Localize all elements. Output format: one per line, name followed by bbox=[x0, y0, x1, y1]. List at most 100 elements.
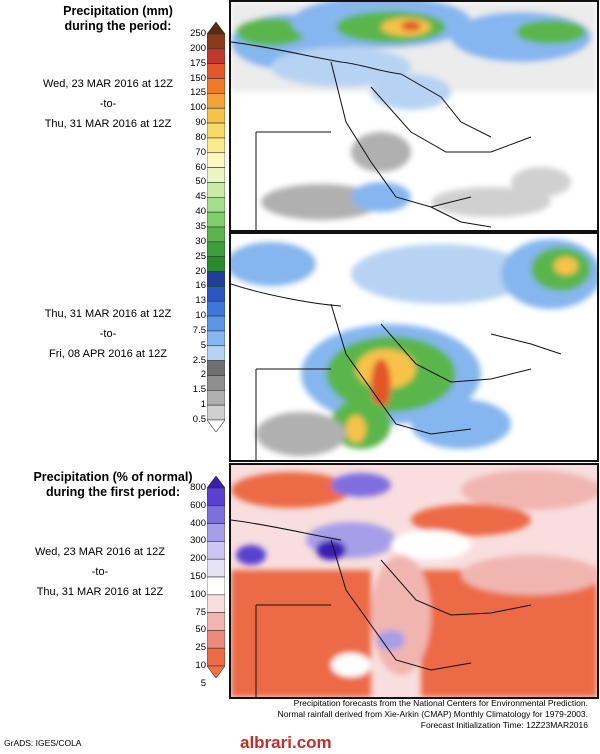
colorbar-tick-label: 45 bbox=[195, 191, 206, 203]
colorbar-swatch bbox=[207, 226, 225, 243]
colorbar-tick-label: 150 bbox=[190, 571, 206, 582]
colorbar-swatch bbox=[207, 271, 225, 287]
colorbar-tick-label: 25 bbox=[195, 642, 206, 654]
colorbar-swatch bbox=[207, 93, 225, 109]
colorbar-tick-label: 200 bbox=[190, 553, 206, 565]
colorbar-swatch bbox=[207, 360, 225, 376]
period1-end: Thu, 31 MAR 2016 at 12Z bbox=[44, 118, 172, 130]
colorbar-tick-label: 1.5 bbox=[192, 384, 206, 396]
colorbar-swatch bbox=[207, 594, 225, 613]
colorbar-tick-label: 600 bbox=[190, 499, 206, 511]
precip-map-period1 bbox=[229, 0, 599, 232]
colorbar-swatch bbox=[207, 612, 225, 631]
colorbar-tick-label: 13 bbox=[195, 295, 206, 307]
colorbar-swatch bbox=[207, 476, 225, 489]
colorbar-tick-label: 16 bbox=[195, 280, 206, 292]
period2-start: Thu, 31 MAR 2016 at 12Z bbox=[44, 308, 172, 320]
colorbar-tick-label: 80 bbox=[195, 131, 206, 143]
colorbar-swatch bbox=[207, 487, 225, 507]
colorbar-tick-label: 250 bbox=[190, 28, 206, 39]
precip-legend-title: Precipitation (mm) during the period: bbox=[38, 4, 198, 34]
colorbar-swatch bbox=[207, 211, 225, 228]
colorbar-tick-label: 50 bbox=[195, 624, 206, 636]
colorbar-tick-label: 70 bbox=[195, 146, 206, 158]
colorbar-swatch bbox=[207, 197, 225, 213]
colorbar-tick-label: 0.5 bbox=[192, 414, 206, 425]
pct-colorbar-labels: 800 600 400 300 200 150 100 75 50 25 10 5 bbox=[178, 476, 206, 689]
pct-legend-title-line1: Precipitation (% of normal) bbox=[33, 470, 193, 484]
colorbar-swatch bbox=[207, 122, 225, 139]
colorbar-tick-label: 7.5 bbox=[192, 324, 206, 336]
colorbar-tick-label: 20 bbox=[195, 265, 206, 277]
precip-map-period2-graphic bbox=[231, 239, 597, 460]
colorbar-swatch bbox=[207, 137, 225, 154]
precip-legend-title-line2: during the period: bbox=[64, 19, 172, 33]
precip-legend-title-line1: Precipitation (mm) bbox=[63, 4, 173, 18]
colorbar-swatch bbox=[207, 48, 225, 64]
colorbar-tick-label: 400 bbox=[190, 517, 206, 529]
colorbar-swatch bbox=[207, 63, 225, 79]
colorbar-swatch bbox=[207, 256, 225, 272]
colorbar-swatch bbox=[207, 286, 225, 302]
period1-sep: -to- bbox=[99, 98, 117, 110]
pct-normal-map-graphic bbox=[231, 465, 597, 697]
colorbar-tick-label: 800 bbox=[190, 482, 206, 493]
colorbar-tick-label: 100 bbox=[190, 102, 206, 114]
pct-legend-title-line2: during the first period: bbox=[45, 485, 181, 499]
period1-text: Wed, 23 MAR 2016 at 12Z -to- Thu, 31 MAR… bbox=[8, 78, 208, 130]
colorbar-tick-label: 150 bbox=[190, 72, 206, 84]
colorbar-swatch bbox=[207, 375, 225, 391]
colorbar-tick-label: 50 bbox=[195, 176, 206, 188]
precip-colorbar-labels: 250 200 175 150 125 100 90 80 70 60 50 45 40 35 30 25 20… bbox=[178, 22, 206, 432]
precip-map-period1-graphic bbox=[231, 2, 597, 230]
footer-line1: Precipitation forecasts from the Nationa… bbox=[293, 698, 588, 708]
period1-start: Wed, 23 MAR 2016 at 12Z bbox=[42, 78, 174, 90]
colorbar-swatch bbox=[207, 182, 225, 198]
colorbar-tick-label: 25 bbox=[195, 250, 206, 262]
colorbar-swatch bbox=[207, 390, 225, 406]
colorbar-swatch bbox=[207, 523, 225, 542]
colorbar-tick-label: 5 bbox=[200, 339, 206, 351]
colorbar-tick-label: 60 bbox=[195, 161, 206, 173]
watermark: albrari.com bbox=[240, 733, 332, 752]
colorbar-swatch bbox=[207, 300, 225, 317]
colorbar-swatch bbox=[207, 558, 225, 578]
period2-end: Fri, 08 APR 2016 at 12Z bbox=[48, 348, 167, 360]
colorbar-tick-label: 10 bbox=[195, 310, 206, 322]
colorbar-swatch bbox=[207, 505, 225, 524]
pct-colorbar bbox=[207, 476, 225, 678]
period3-sep: -to- bbox=[91, 566, 109, 578]
footer-notes: Precipitation forecasts from the Nationa… bbox=[230, 698, 588, 731]
period2-sep: -to- bbox=[99, 328, 117, 340]
colorbar-swatch bbox=[207, 630, 225, 649]
colorbar-swatch bbox=[207, 152, 225, 168]
period3-end: Thu, 31 MAR 2016 at 12Z bbox=[36, 586, 164, 598]
colorbar-swatch bbox=[207, 404, 225, 421]
colorbar-swatch bbox=[207, 345, 225, 361]
colorbar-tick-label: 30 bbox=[195, 235, 206, 247]
colorbar-swatch bbox=[207, 107, 225, 124]
colorbar-tick-label: 10 bbox=[195, 660, 206, 671]
colorbar-tick-label: 300 bbox=[190, 535, 206, 547]
grads-credit: GrADS: IGES/COLA bbox=[4, 738, 82, 748]
colorbar-tick-label: 1 bbox=[200, 399, 206, 411]
colorbar-swatch bbox=[207, 576, 225, 596]
pct-normal-map bbox=[229, 463, 599, 699]
colorbar-swatch bbox=[207, 541, 225, 560]
colorbar-tick-label: 5 bbox=[200, 677, 206, 689]
precip-colorbar bbox=[207, 22, 225, 432]
period2-text: Thu, 31 MAR 2016 at 12Z -to- Fri, 08 APR… bbox=[8, 308, 208, 360]
colorbar-tick-label: 2 bbox=[200, 369, 206, 381]
colorbar-swatch bbox=[207, 315, 225, 332]
colorbar-tick-label: 125 bbox=[190, 87, 206, 99]
colorbar-tick-label: 35 bbox=[195, 221, 206, 232]
pct-legend-title: Precipitation (% of normal) during the f… bbox=[18, 470, 208, 500]
colorbar-swatch bbox=[207, 241, 225, 257]
colorbar-tick-label: 40 bbox=[195, 206, 206, 218]
colorbar-tick-label: 90 bbox=[195, 117, 206, 129]
period3-start: Wed, 23 MAR 2016 at 12Z bbox=[34, 546, 166, 558]
colorbar-swatch bbox=[207, 665, 225, 678]
colorbar-swatch bbox=[207, 419, 225, 432]
colorbar-swatch bbox=[207, 33, 225, 50]
colorbar-swatch bbox=[207, 330, 225, 347]
